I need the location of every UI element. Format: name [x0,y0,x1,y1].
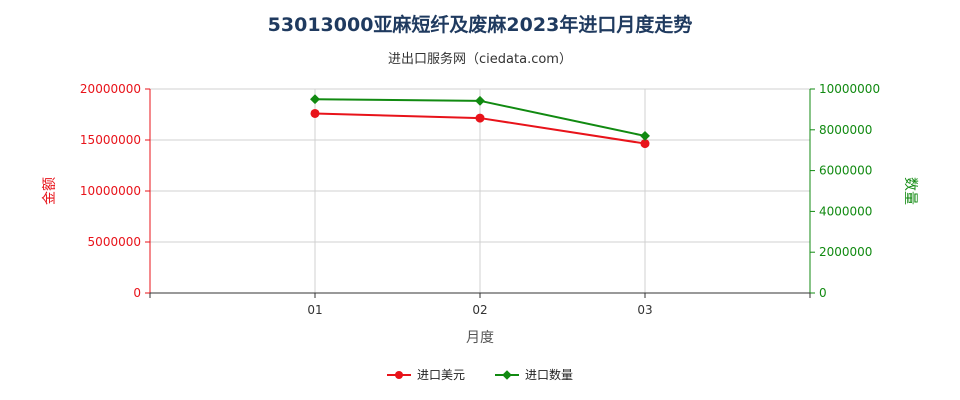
y-left-tick-label: 0 [133,286,141,300]
y-right-tick-label: 6000000 [819,164,872,178]
axis-labels: 月度 金额 数量 [42,177,918,346]
axes: 0 5000000 10000000 15000000 20000000 0 2000000… [80,82,880,317]
legend-label-amount: 进口美元 [416,368,465,382]
legend-swatch-amount [386,369,411,381]
y-right-tick-label: 8000000 [819,123,872,137]
y-right-tick-label: 2000000 [819,245,872,259]
data-point-amount [475,113,485,123]
legend-label-quantity: 进口数量 [525,368,574,382]
chart-title: 53013000亚麻短纤及废麻2023年进口月度走势 [267,14,693,36]
x-tick-label: 03 [637,303,652,317]
x-tick-label: 01 [307,303,322,317]
y-right-tick-label: 10000000 [819,82,880,96]
data-point-amount [310,108,320,118]
chart-legend: 进口美元 进口数量 [0,366,960,383]
x-tick-label: 02 [472,303,487,317]
grid-lines [150,88,810,293]
y-left-tick-label: 15000000 [80,133,141,147]
y-left-tick-label: 10000000 [80,184,141,198]
legend-item-quantity[interactable]: 进口数量 [495,366,573,383]
y-axis-right-label: 数量 [902,177,918,205]
y-right-tick-label: 0 [819,286,827,300]
data-point-quantity [310,94,320,105]
y-left-tick-label: 5000000 [88,235,141,249]
chart-subtitle: 进出口服务网（ciedata.com） [388,52,572,67]
legend-item-amount[interactable]: 进口美元 [386,366,465,383]
y-left-tick-label: 20000000 [80,82,141,96]
x-axis-label: 月度 [466,330,494,346]
y-right-tick-label: 4000000 [819,204,872,218]
data-point-quantity [640,130,650,141]
data-point-amount [640,139,650,149]
data-point-quantity [475,95,485,106]
legend-swatch-quantity [495,369,519,381]
y-axis-left-label: 金额 [42,177,58,205]
